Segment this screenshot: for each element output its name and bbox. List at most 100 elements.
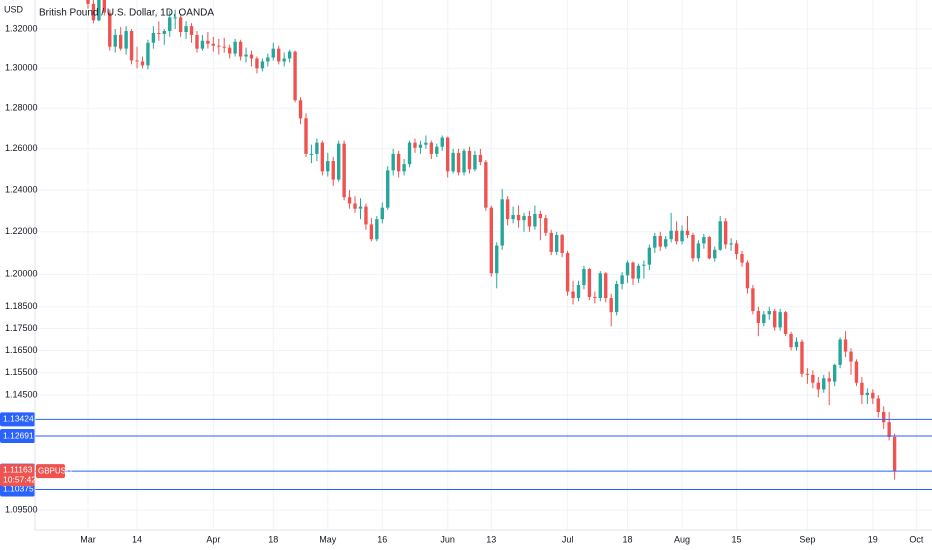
candle-body — [854, 361, 859, 383]
candle-body — [222, 46, 226, 48]
candle-body — [429, 142, 434, 154]
candle-body — [304, 118, 308, 154]
candle-body — [516, 214, 521, 221]
candle-body — [680, 230, 684, 242]
candle-body — [582, 268, 586, 286]
candle-body — [347, 197, 352, 204]
candle-body — [723, 221, 728, 245]
y-tick-label: 1.30000 — [5, 63, 38, 73]
candle-body — [249, 54, 254, 59]
candle-body — [244, 54, 248, 57]
candle-body — [396, 153, 401, 172]
candle-body — [320, 142, 325, 172]
candle-body — [832, 364, 837, 382]
x-tick-label: Jul — [562, 534, 574, 544]
candle-body — [489, 207, 493, 274]
candle-body — [407, 142, 412, 165]
candle-body — [277, 48, 281, 62]
price-line-label-text: 1.10375 — [3, 484, 34, 494]
candle-body — [178, 17, 183, 33]
candle-body — [838, 339, 842, 365]
candle-body — [173, 17, 177, 19]
y-tick-label: 1.32000 — [5, 23, 38, 33]
candle-body — [560, 234, 564, 253]
candle-body — [871, 392, 875, 399]
candle-body — [456, 152, 461, 173]
y-tick-label: 1.18500 — [5, 301, 38, 311]
candle-body — [734, 243, 739, 255]
candle-body — [440, 137, 444, 147]
candle-body — [424, 142, 428, 145]
candle-body — [402, 164, 406, 172]
candle-body — [865, 392, 870, 396]
candle-body — [827, 378, 831, 382]
candle-body — [805, 373, 810, 375]
candle-body — [315, 142, 319, 154]
candle-body — [685, 230, 690, 235]
candle-body — [227, 47, 232, 54]
y-tick-label: 1.22000 — [5, 226, 38, 236]
candle-body — [642, 264, 646, 266]
candle-body — [800, 341, 804, 374]
candle-body — [544, 218, 548, 233]
candle-body — [282, 58, 286, 62]
candle-body — [369, 224, 374, 240]
candle-body — [702, 237, 706, 244]
candle-body — [511, 214, 515, 220]
candle-body — [135, 60, 139, 62]
candle-body — [157, 32, 161, 34]
candle-body — [636, 265, 641, 279]
x-tick-label: May — [319, 534, 337, 544]
countdown: 10:57:42 — [3, 474, 36, 484]
candle-body — [495, 245, 499, 274]
candle-body — [783, 312, 788, 334]
candle-body — [729, 243, 733, 245]
candle-body — [375, 219, 379, 240]
candle-body — [789, 333, 793, 348]
candle-body — [505, 199, 510, 220]
candle-body — [669, 230, 673, 240]
candle-body — [751, 288, 755, 312]
candle-body — [336, 143, 341, 180]
candle-body — [762, 314, 766, 324]
candle-body — [631, 262, 635, 279]
candle-body — [794, 341, 799, 348]
x-tick-label: Mar — [80, 534, 96, 544]
price-line-label-box — [0, 429, 35, 444]
candle-body — [713, 249, 717, 259]
price-line-label-text: 1.12691 — [3, 430, 34, 440]
candle-body — [233, 41, 237, 54]
candle-body — [664, 239, 668, 247]
candle-body — [892, 436, 897, 472]
candle-body — [195, 34, 199, 49]
y-tick-label: 1.28000 — [5, 103, 38, 113]
x-tick-label: Apr — [206, 534, 220, 544]
candle-body — [674, 230, 679, 242]
candle-body — [255, 58, 259, 69]
candle-body — [146, 42, 150, 66]
candle-body — [358, 206, 363, 209]
candle-body — [773, 311, 777, 328]
candle-body — [533, 213, 537, 227]
last-price-box — [0, 464, 35, 487]
candle-body — [625, 262, 630, 276]
price-line-label-text: 1.13424 — [3, 414, 34, 424]
candle-body — [593, 296, 597, 299]
candle-body — [342, 143, 346, 198]
plot-area — [86, 0, 897, 480]
candle-body — [266, 57, 270, 62]
x-tick-label: 13 — [486, 534, 496, 544]
chart-title: British Pound / U.S. Dollar, 1D, OANDA — [39, 8, 214, 19]
y-tick-label: 1.09500 — [5, 504, 38, 514]
candle-body — [707, 237, 711, 259]
y-tick-label: 1.24000 — [5, 184, 38, 194]
candle-body — [587, 268, 592, 297]
candle-body — [162, 31, 166, 34]
currency-label: USD — [4, 4, 24, 14]
candle-body — [576, 285, 581, 299]
candle-body — [331, 161, 335, 180]
candle-body — [609, 298, 613, 313]
candle-body — [740, 254, 744, 263]
